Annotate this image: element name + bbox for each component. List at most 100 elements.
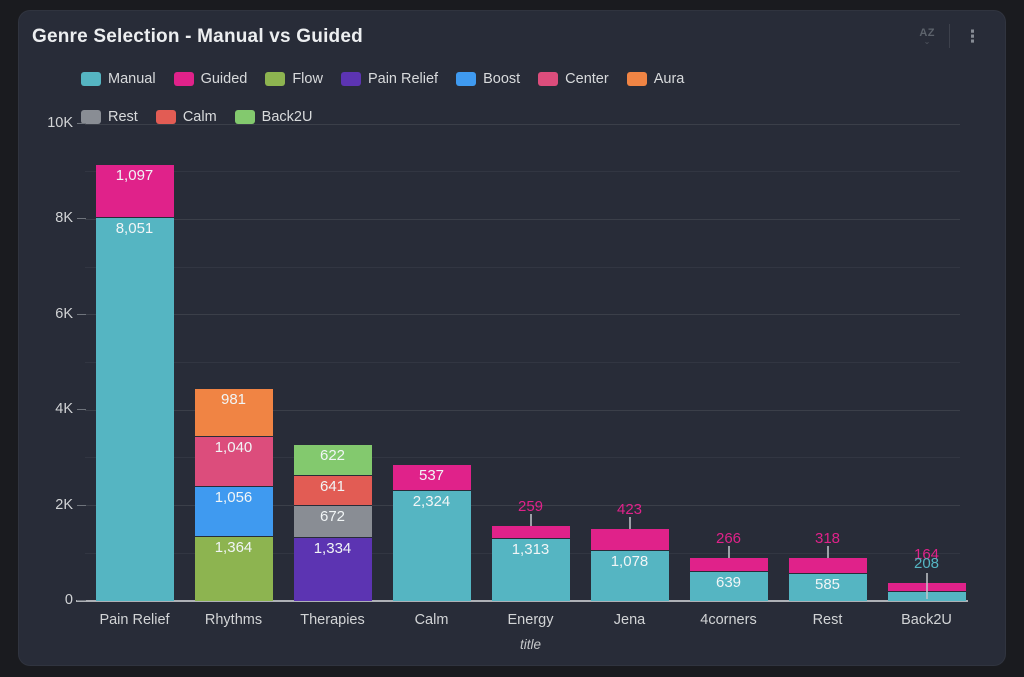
legend-swatch-icon: [81, 110, 101, 124]
panel-header-actions: AZ ⌄ ⋮: [919, 24, 981, 48]
legend-item-manual[interactable]: Manual: [81, 71, 156, 87]
legend-item-rest[interactable]: Rest: [81, 109, 138, 125]
bar-rest[interactable]: 585: [788, 557, 867, 601]
x-tick-label: Energy: [507, 612, 554, 628]
y-tick-label: 2K: [55, 496, 73, 513]
legend-label: Aura: [653, 71, 685, 87]
y-tick-label: 8K: [55, 210, 73, 227]
x-tick-label: Rhythms: [204, 612, 263, 628]
bar-segment-manual[interactable]: 8,051: [95, 216, 174, 601]
bar-therapies[interactable]: 1,334 672 641 622: [293, 445, 372, 601]
bar-segment-center[interactable]: 1,040: [194, 435, 273, 486]
bar-segment-aura[interactable]: 981: [194, 389, 273, 436]
sort-az-icon[interactable]: AZ ⌄: [919, 26, 935, 45]
bar-energy[interactable]: 1,313: [491, 526, 570, 601]
legend-swatch-icon: [626, 72, 647, 86]
legend-item-flow[interactable]: Flow: [265, 71, 323, 87]
bar-segment-manual[interactable]: 1,078: [590, 549, 669, 601]
bar-segment-calm[interactable]: 641: [293, 474, 372, 506]
legend-swatch-icon: [538, 72, 559, 86]
bar-segment-pain-relief[interactable]: 1,334: [293, 537, 372, 601]
legend-label: Guided: [200, 71, 248, 87]
legend-item-calm[interactable]: Calm: [155, 109, 217, 125]
bar-segment-guided[interactable]: [590, 529, 669, 550]
bar-segment-guided[interactable]: [788, 557, 867, 574]
legend-item-pain-relief[interactable]: Pain Relief: [340, 71, 439, 87]
bar-calm[interactable]: 2,324 537: [392, 464, 471, 601]
chart-panel: Genre Selection - Manual vs Guided AZ ⌄ …: [18, 10, 1006, 666]
bar-segment-guided[interactable]: 537: [392, 464, 471, 491]
bar-segment-guided[interactable]: [491, 526, 570, 539]
legend-item-back2u[interactable]: Back2U: [234, 109, 313, 125]
bar-segment-boost[interactable]: 1,056: [194, 485, 273, 536]
label-connector-line: [826, 545, 829, 558]
kebab-menu-icon[interactable]: ⋮: [964, 26, 981, 46]
segment-value-label: 1,364: [214, 538, 253, 556]
bar-segment-manual[interactable]: 2,324: [392, 490, 471, 601]
segment-value-label: 1,078: [610, 552, 649, 570]
bar-segment-manual[interactable]: 639: [689, 570, 768, 601]
gridline: [85, 218, 960, 220]
panel-title[interactable]: Genre Selection - Manual vs Guided: [32, 26, 363, 47]
y-tick-label: 10K: [47, 115, 73, 131]
gridline: [85, 457, 960, 459]
bar-pain-relief[interactable]: 8,051 1,097: [95, 164, 174, 601]
segment-value-label: 981: [220, 391, 247, 409]
gridline: [85, 505, 960, 507]
x-tick-label: Rest: [812, 612, 843, 628]
legend-label: Pain Relief: [367, 71, 439, 87]
x-axis-title: title: [519, 637, 541, 652]
y-tick-mark: [77, 504, 86, 506]
header-divider: [949, 24, 950, 48]
bar-segment-back2u[interactable]: 622: [293, 445, 372, 475]
y-tick-mark: [77, 409, 86, 411]
segment-value-label: 8,051: [115, 219, 154, 237]
segment-value-label: 1,040: [214, 438, 253, 456]
gridline: [85, 266, 960, 268]
bar-segment-guided[interactable]: [689, 557, 768, 571]
legend-label: Manual: [108, 71, 156, 87]
segment-value-label-outside: 259: [517, 498, 544, 515]
legend-swatch-icon: [173, 72, 194, 86]
legend-item-guided[interactable]: Guided: [173, 71, 248, 87]
segment-value-label-outside: 423: [616, 501, 643, 519]
segment-value-label: 585: [814, 576, 841, 594]
x-tick-label: Jena: [613, 612, 646, 628]
bar-segment-guided[interactable]: 1,097: [95, 164, 174, 217]
bar-4corners[interactable]: 639: [689, 557, 768, 601]
segment-value-label: 622: [319, 447, 346, 465]
legend-item-aura[interactable]: Aura: [626, 71, 685, 87]
sort-az-icon-text: AZ: [919, 26, 935, 39]
segment-value-label-outside: 164: [913, 546, 940, 564]
legend-item-center[interactable]: Center: [538, 71, 609, 87]
x-tick-label: Back2U: [901, 612, 952, 628]
y-tick-mark: [77, 600, 86, 601]
x-tick-label: Therapies: [300, 612, 365, 628]
segment-value-label: 2,324: [412, 493, 451, 511]
segment-value-label: 639: [715, 573, 742, 591]
label-connector-line: [628, 517, 631, 530]
legend-label: Center: [565, 71, 609, 87]
bar-segment-manual[interactable]: 1,313: [491, 538, 570, 601]
segment-value-label-outside: 266: [715, 529, 742, 547]
legend-label: Rest: [108, 109, 138, 125]
legend-swatch-icon: [81, 72, 101, 86]
legend-label: Calm: [182, 109, 217, 125]
gridline: [85, 171, 960, 173]
segment-value-label-outside: 208: [913, 555, 940, 573]
gridline: [85, 409, 960, 411]
bar-segment-rest[interactable]: 672: [293, 505, 372, 538]
y-tick-mark: [77, 123, 86, 124]
legend-label: Flow: [292, 71, 323, 87]
legend-label: Back2U: [261, 109, 313, 125]
legend-item-boost[interactable]: Boost: [456, 71, 520, 87]
bar-segment-flow[interactable]: 1,364: [194, 535, 273, 601]
bar-rhythms[interactable]: 1,364 1,056 1,040 981: [194, 389, 273, 601]
x-tick-label: Calm: [414, 612, 449, 628]
bar-jena[interactable]: 1,078: [590, 529, 669, 601]
y-tick-label: 0: [64, 592, 73, 608]
chart-plot-area: title 0 2K 4K 6K 8K 10K 8,051 1,097 Pain Relief 1…: [47, 115, 976, 652]
bar-segment-manual[interactable]: 585: [788, 573, 867, 601]
label-connector-line: [727, 545, 730, 558]
gridline: [85, 123, 960, 125]
